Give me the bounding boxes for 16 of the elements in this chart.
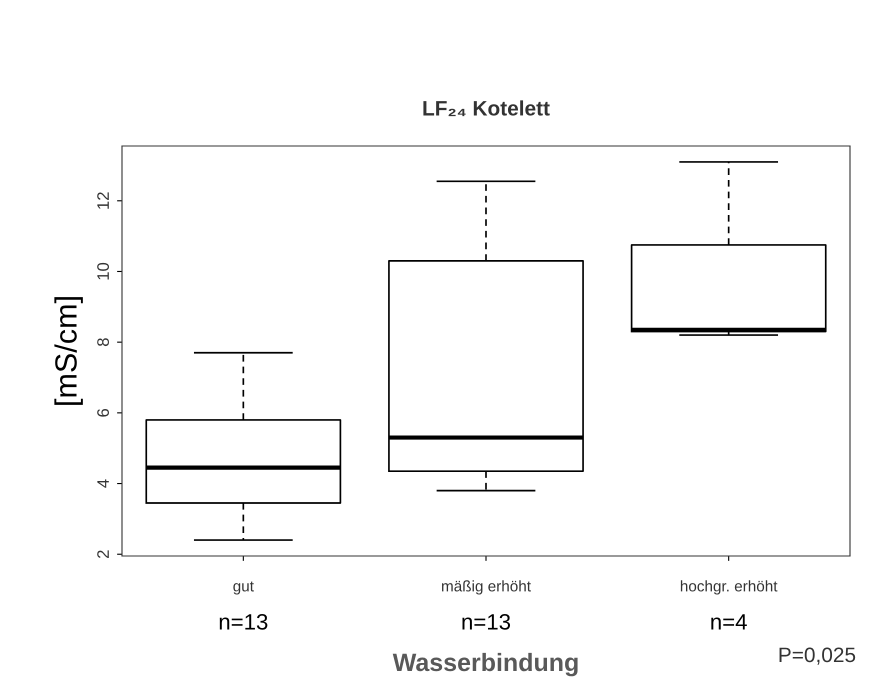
- text: n=13: [220, 614, 268, 630]
- y-tick-label: 10: [97, 262, 109, 280]
- text: n=4: [711, 614, 747, 630]
- y-tick-label: 8: [97, 338, 109, 346]
- x-tick-label: hochgr. erhöht: [680, 580, 778, 595]
- text: n=13: [462, 614, 510, 630]
- chart-title: LF₂₄ Kotelett: [423, 100, 550, 116]
- text: P=0,025: [780, 647, 856, 665]
- y-tick-label: 6: [97, 408, 109, 417]
- x-tick-label: mäßig erhöht: [442, 580, 531, 595]
- y-axis-title: [mS/cm]: [54, 297, 83, 405]
- x-tick-label: gut: [233, 582, 254, 595]
- y-tick-label: 2: [97, 550, 109, 558]
- x-axis-title: Wasserbindung: [392, 652, 578, 676]
- y-tick-label: 12: [97, 192, 109, 209]
- y-tick-label: 4: [97, 479, 109, 488]
